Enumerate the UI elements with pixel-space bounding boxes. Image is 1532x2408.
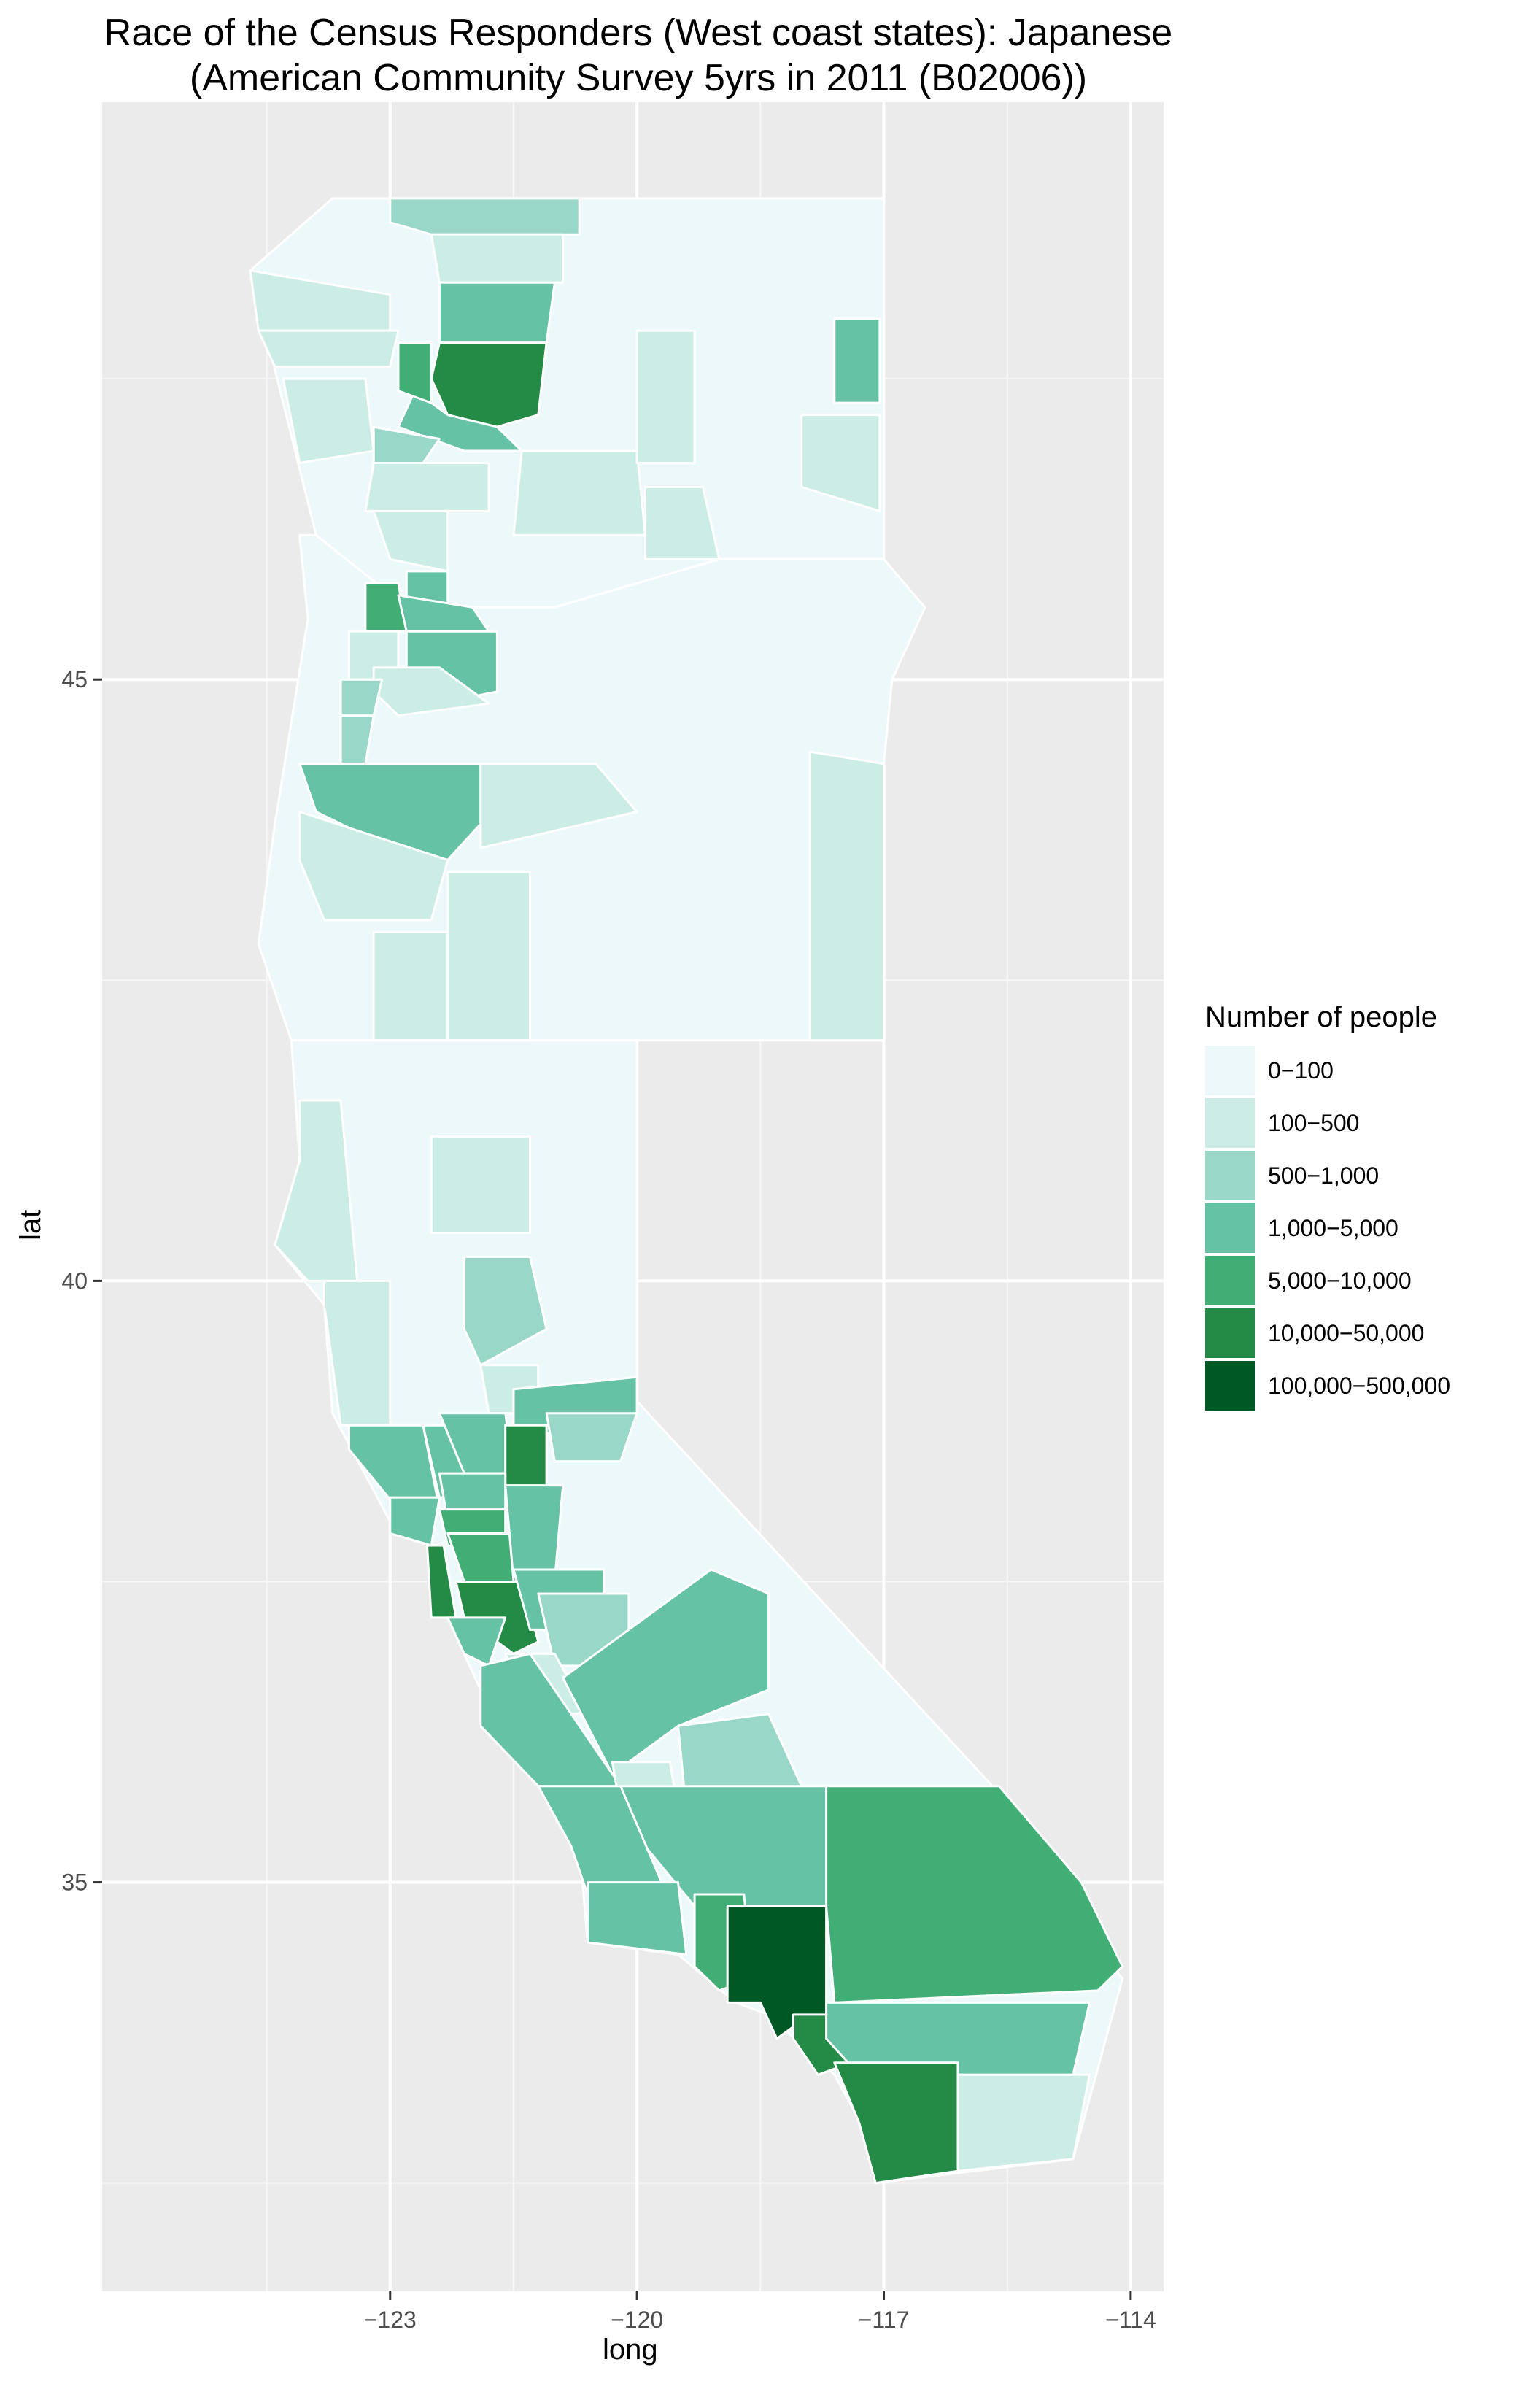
- region-santa-barbara: [587, 1881, 688, 1956]
- legend-key: [1205, 1203, 1255, 1253]
- legend-item: 5,000−10,000: [1205, 1254, 1512, 1307]
- legend-item: 10,000−50,000: [1205, 1307, 1512, 1359]
- legend-key: [1205, 1308, 1255, 1358]
- x-tick-label: −123: [364, 2307, 417, 2333]
- region-spokane: [833, 317, 881, 404]
- axis-tick-labels: −123 −120 −117 −114 35 40 45: [61, 666, 1156, 2333]
- county-regions: [249, 197, 1124, 2185]
- region-fresno: [562, 1568, 770, 1775]
- region-yakima: [512, 449, 646, 536]
- legend-key: [1205, 1361, 1255, 1411]
- axis-ticks: [93, 678, 1132, 2300]
- region-grays-harbor: [282, 377, 375, 464]
- legend-key: [1205, 1098, 1255, 1148]
- legend-item: 0−100: [1205, 1044, 1512, 1097]
- legend-label: 10,000−50,000: [1268, 1319, 1425, 1346]
- legend-title: Number of people: [1205, 1001, 1437, 1033]
- x-tick-label: −117: [859, 2307, 910, 2333]
- legend-label: 1,000−5,000: [1268, 1214, 1398, 1241]
- x-axis-title: long: [603, 2334, 658, 2366]
- region-los-angeles: [726, 1905, 828, 2040]
- legend-label: 500−1,000: [1268, 1162, 1380, 1189]
- region-san-diego: [833, 2061, 959, 2185]
- legend-label: 100−500: [1268, 1109, 1360, 1136]
- region-cowlitz: [372, 509, 449, 573]
- region-humboldt: [274, 1099, 359, 1282]
- region-deschutes: [479, 763, 638, 849]
- y-axis-title: lat: [15, 1209, 47, 1240]
- region-imperial: [956, 2073, 1091, 2172]
- region-klamath: [446, 871, 531, 1042]
- region-whitman: [800, 414, 881, 512]
- region-douglas: [298, 811, 449, 922]
- region-el-dorado: [545, 1412, 638, 1463]
- legend-item: 1,000−5,000: [1205, 1202, 1512, 1254]
- region-malheur: [808, 750, 885, 1042]
- legend-key: [1205, 1151, 1255, 1200]
- legend-key: [1205, 1256, 1255, 1305]
- region-snohomish: [438, 281, 556, 344]
- region-kitsap: [397, 341, 433, 404]
- region-jefferson: [257, 329, 400, 368]
- region-san-bernardino: [825, 1785, 1124, 2004]
- y-tick-label: 40: [61, 1267, 88, 1294]
- legend-item: 500−1,000: [1205, 1149, 1512, 1202]
- chart-subtitle: (American Community Survey 5yrs in 2011 …: [189, 57, 1088, 99]
- chart-title-block: Race of the Census Responders (West coas…: [0, 10, 1277, 101]
- region-butte: [463, 1255, 548, 1367]
- y-tick-label: 35: [61, 1869, 88, 1896]
- region-skagit: [430, 233, 565, 284]
- y-tick-label: 45: [61, 666, 88, 692]
- region-jackson: [372, 930, 449, 1042]
- legend-label: 0−100: [1268, 1057, 1334, 1084]
- legend-label: 5,000−10,000: [1268, 1267, 1412, 1294]
- legend: Number of people 0−100 100−500 500−1,000 1,…: [1205, 1001, 1512, 1412]
- region-grant: [635, 329, 696, 464]
- chart-title: Race of the Census Responders (West coas…: [104, 12, 1173, 54]
- legend-key: [1205, 1046, 1255, 1095]
- region-shasta: [430, 1135, 531, 1234]
- region-whatcom: [389, 197, 581, 236]
- region-san-joaquin: [504, 1484, 565, 1583]
- x-tick-label: −120: [611, 2307, 663, 2333]
- region-lewis: [364, 462, 490, 512]
- legend-item: 100,000−500,000: [1205, 1359, 1512, 1412]
- legend-item: 100−500: [1205, 1097, 1512, 1149]
- legend-items: 0−100 100−500 500−1,000 1,000−5,000 5,000−10…: [1205, 1044, 1512, 1412]
- x-tick-label: −114: [1105, 2307, 1156, 2333]
- legend-label: 100,000−500,000: [1268, 1372, 1451, 1399]
- region-polk: [339, 678, 383, 717]
